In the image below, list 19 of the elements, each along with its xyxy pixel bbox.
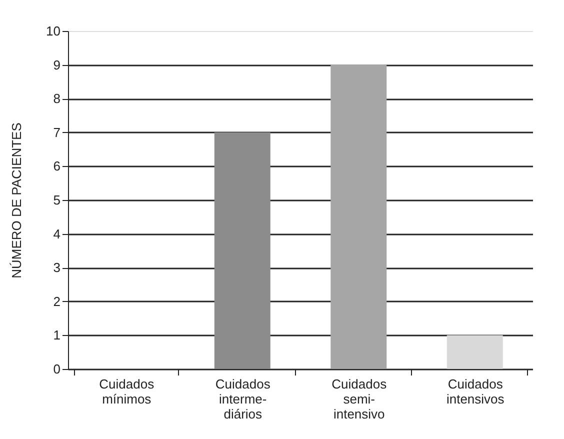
y-tick-label: 8 <box>53 91 60 106</box>
y-tick-label: 5 <box>53 192 60 208</box>
bar <box>330 64 387 369</box>
x-tick-label: Cuidados interme- diários <box>215 376 271 422</box>
x-tick-label: Cuidados semi- intensivo <box>332 376 388 422</box>
y-axis-title: NÚMERO DE PACIENTES <box>9 122 24 278</box>
y-tick-label: 7 <box>53 124 60 140</box>
y-tick-label: 4 <box>53 226 60 242</box>
y-tick-label: 0 <box>53 362 60 376</box>
x-tick-label: Cuidados intensivos <box>446 376 505 406</box>
y-tick-label: 10 <box>46 24 60 38</box>
y-tick-label: 2 <box>53 294 60 309</box>
x-tick-label: Cuidados mínimos <box>99 376 155 406</box>
y-tick-label: 6 <box>53 158 60 174</box>
bar <box>214 132 270 369</box>
y-tick-label: 3 <box>53 260 60 276</box>
y-tick-label: 1 <box>53 328 60 343</box>
y-tick-label: 9 <box>53 57 60 72</box>
bar <box>446 335 503 369</box>
